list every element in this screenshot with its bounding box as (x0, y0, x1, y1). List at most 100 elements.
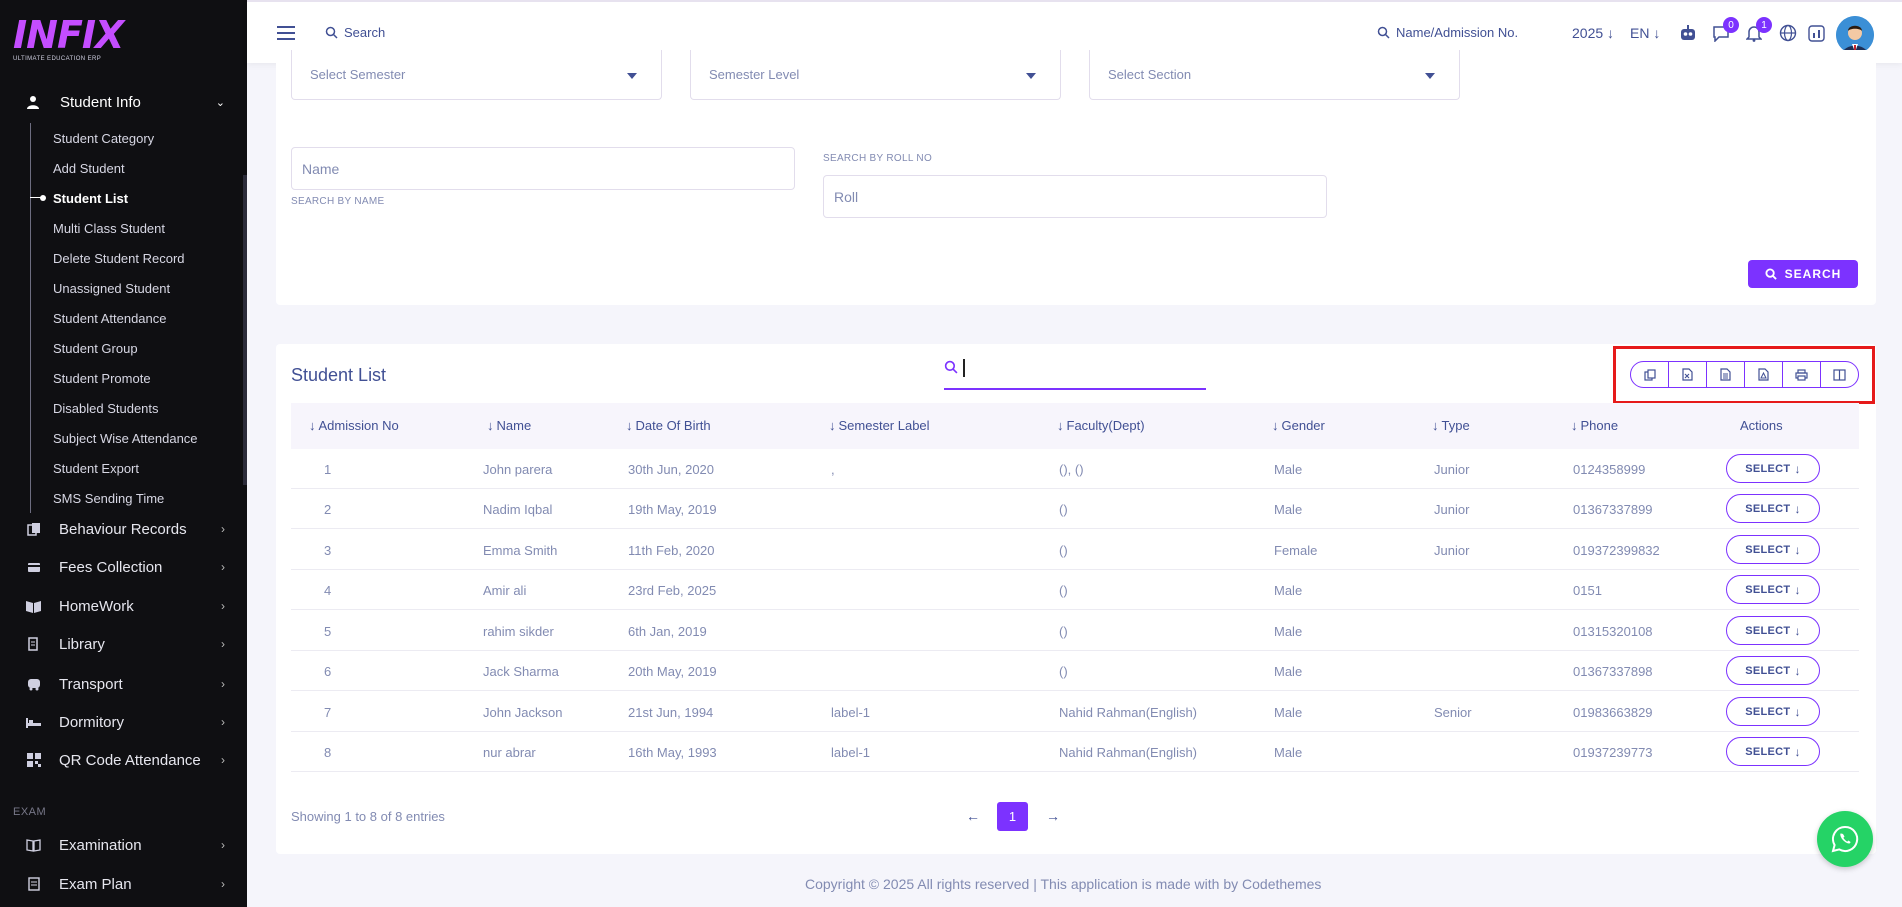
section-select[interactable]: Select Section (1089, 50, 1460, 100)
sort-arrow-icon: ↓ (487, 418, 494, 433)
highlight-box (1613, 346, 1875, 404)
copy-button[interactable] (1631, 362, 1669, 387)
semester-level-select[interactable]: Semester Level (690, 50, 1061, 100)
chart-icon[interactable] (1806, 23, 1826, 43)
column-header-type[interactable]: ↓ Type (1432, 418, 1470, 433)
sort-arrow-icon: ↓ (829, 418, 836, 433)
cell-phone: 01315320108 (1573, 624, 1653, 639)
library-icon (26, 637, 41, 652)
export-button-group (1630, 361, 1859, 388)
search-button[interactable]: SEARCH (1748, 260, 1858, 288)
chat-icon[interactable]: 0 (1711, 17, 1739, 43)
column-header-phone[interactable]: ↓ Phone (1571, 418, 1618, 433)
sidebar-subitem-active[interactable]: Student List (0, 183, 247, 213)
column-header-semester-label[interactable]: ↓ Semester Label (829, 418, 930, 433)
sidebar-subitem[interactable]: Multi Class Student (53, 220, 165, 236)
sidebar-item-exam-plan[interactable]: Exam Plan › (0, 867, 247, 901)
submenu-rail (30, 123, 31, 513)
select-action-button[interactable]: SELECT ↓ (1726, 535, 1820, 564)
cell-type: Junior (1434, 462, 1470, 477)
chevron-right-icon: › (221, 560, 225, 574)
sidebar-item-student-info[interactable]: Student Info ⌄ (0, 87, 247, 117)
columns-button[interactable] (1821, 362, 1858, 387)
sidebar-subitem[interactable]: Delete Student Record (53, 250, 185, 266)
sort-arrow-icon: ↓ (1571, 418, 1578, 433)
sidebar-item-behaviour-records[interactable]: Behaviour Records › (0, 512, 247, 546)
table-row: 7 John Jackson 21st Jun, 1994 label-1 Na… (291, 692, 1859, 732)
sidebar-item-transport[interactable]: Transport › (0, 667, 247, 701)
cell-admission-no: 6 (324, 664, 332, 679)
pagination-next-icon[interactable]: → (1046, 808, 1060, 824)
csv-button[interactable] (1707, 362, 1745, 387)
sidebar-item-dormitory[interactable]: Dormitory › (0, 705, 247, 739)
globe-icon[interactable] (1778, 23, 1798, 43)
select-action-button[interactable]: SELECT ↓ (1726, 616, 1820, 645)
sidebar-item-label: Behaviour Records (59, 520, 187, 538)
table-search-input[interactable] (944, 355, 1206, 390)
select-action-button[interactable]: SELECT ↓ (1726, 494, 1820, 523)
sidebar-item-homework[interactable]: HomeWork › (0, 589, 247, 623)
cell-faculty: () (1059, 583, 1068, 598)
column-header-name[interactable]: ↓ Name (487, 418, 531, 433)
sidebar-subitem[interactable]: Unassigned Student (53, 280, 171, 296)
semester-select[interactable]: Select Semester (291, 50, 662, 100)
admission-search[interactable]: Name/Admission No. (1377, 25, 1518, 40)
app-logo[interactable]: INFIX ULTIMATE EDUCATION ERP (13, 16, 124, 68)
name-input[interactable]: Name (291, 147, 795, 190)
print-button[interactable] (1783, 362, 1821, 387)
chevron-right-icon: › (221, 877, 225, 891)
sort-arrow-icon: ↓ (1272, 418, 1279, 433)
whatsapp-icon[interactable] (1817, 811, 1873, 867)
cell-gender: Male (1274, 583, 1303, 598)
menu-toggle-icon[interactable] (277, 26, 295, 40)
select-action-button[interactable]: SELECT ↓ (1726, 454, 1820, 483)
arrow-down-icon: ↓ (1794, 704, 1801, 719)
avatar[interactable] (1836, 16, 1874, 54)
cell-semester-label: label-1 (831, 745, 871, 760)
search-icon (944, 360, 958, 374)
cell-admission-no: 7 (324, 705, 332, 720)
sidebar-scrollbar[interactable] (243, 175, 247, 485)
sidebar-subitem[interactable]: Disabled Students (53, 400, 159, 416)
pdf-button[interactable] (1745, 362, 1783, 387)
roll-input-placeholder: Roll (834, 188, 859, 205)
column-header-dob[interactable]: ↓ Date Of Birth (626, 418, 711, 433)
pagination-current-page[interactable]: 1 (997, 802, 1028, 831)
column-header-faculty[interactable]: ↓ Faculty(Dept) (1057, 418, 1145, 433)
select-action-button[interactable]: SELECT ↓ (1726, 575, 1820, 604)
sidebar-subitem[interactable]: SMS Sending Time (53, 490, 165, 506)
qr-code-icon (26, 753, 41, 768)
column-header-admission-no[interactable]: ↓ Admission No (309, 418, 399, 433)
sidebar: INFIX ULTIMATE EDUCATION ERP Student Inf… (0, 0, 247, 907)
caret-down-icon (1425, 73, 1435, 79)
sidebar-item-label: HomeWork (59, 597, 134, 615)
bell-icon[interactable]: 1 (1744, 17, 1772, 43)
sidebar-subitem[interactable]: Student Export (53, 460, 139, 476)
sidebar-item-qr-code-attendance[interactable]: QR Code Attendance › (0, 743, 247, 777)
sidebar-item-fees-collection[interactable]: Fees Collection › (0, 550, 247, 584)
sort-arrow-icon: ↓ (309, 418, 316, 433)
sidebar-subitem[interactable]: Student Attendance (53, 310, 167, 326)
year-selector[interactable]: 2025 ↓ (1572, 25, 1614, 41)
excel-button[interactable] (1669, 362, 1707, 387)
sidebar-section-exam: EXAM (13, 806, 47, 818)
select-action-button[interactable]: SELECT ↓ (1726, 697, 1820, 726)
sidebar-subitem[interactable]: Subject Wise Attendance (53, 430, 198, 446)
cell-phone: 01367337899 (1573, 502, 1653, 517)
roll-input[interactable]: Roll (823, 175, 1327, 218)
sidebar-subitem[interactable]: Add Student (53, 160, 125, 176)
sidebar-item-examination[interactable]: Examination › (0, 828, 247, 862)
select-action-button[interactable]: SELECT ↓ (1726, 656, 1820, 685)
sidebar-subitem[interactable]: Student Group (53, 340, 138, 356)
header-search[interactable]: Search (325, 25, 385, 40)
sidebar-subitem[interactable]: Student Category (53, 130, 155, 146)
search-icon (325, 26, 338, 39)
sidebar-subitem[interactable]: Student Promote (53, 370, 151, 386)
sidebar-item-label: Fees Collection (59, 558, 163, 576)
language-selector[interactable]: EN ↓ (1630, 25, 1660, 41)
pagination-prev-icon[interactable]: ← (966, 808, 980, 824)
sidebar-item-library[interactable]: Library › (0, 627, 247, 661)
select-action-button[interactable]: SELECT ↓ (1726, 737, 1820, 766)
robot-icon[interactable] (1678, 23, 1698, 43)
column-header-gender[interactable]: ↓ Gender (1272, 418, 1325, 433)
